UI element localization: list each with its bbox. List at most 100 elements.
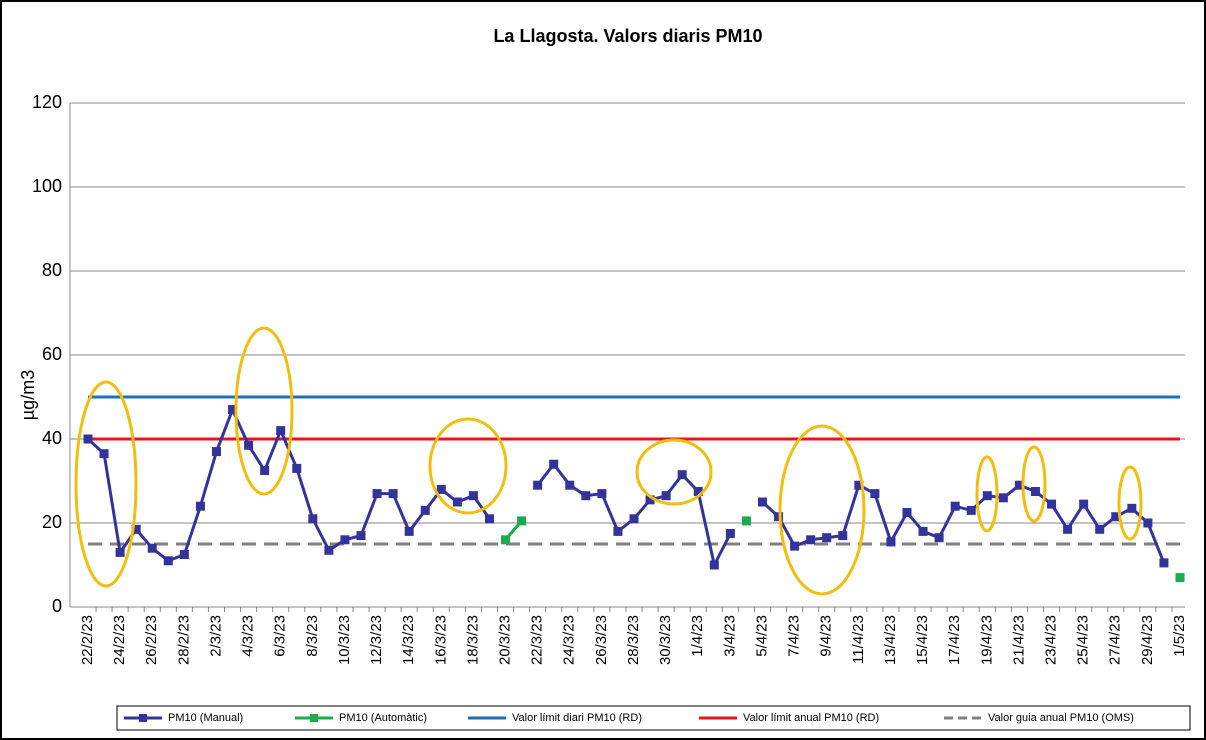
x-tick-label: 26/2/23 xyxy=(143,615,160,665)
highlight xyxy=(1117,465,1143,541)
legend-marker xyxy=(139,714,147,722)
point xyxy=(244,440,254,450)
x-tick-label: 6/3/23 xyxy=(272,615,289,657)
point xyxy=(436,484,446,494)
point xyxy=(292,463,302,473)
point xyxy=(1063,524,1073,534)
x-tick-label: 22/3/23 xyxy=(529,615,546,665)
point xyxy=(838,531,848,541)
point xyxy=(356,531,366,541)
point xyxy=(806,535,816,545)
point xyxy=(982,491,992,501)
point xyxy=(484,514,494,524)
point xyxy=(340,535,350,545)
point xyxy=(757,497,767,507)
highlight xyxy=(1021,445,1047,523)
point xyxy=(950,501,960,511)
x-tick-label: 1/4/23 xyxy=(689,615,706,657)
point xyxy=(966,505,976,515)
point xyxy=(1047,499,1057,509)
point xyxy=(854,480,864,490)
point xyxy=(131,524,141,534)
x-tick-label: 22/2/23 xyxy=(79,615,96,665)
point xyxy=(790,541,800,551)
x-tick-label: 12/3/23 xyxy=(368,615,385,665)
x-tick-label: 16/3/23 xyxy=(432,615,449,665)
x-tick-label: 2/3/23 xyxy=(207,615,224,657)
point xyxy=(677,470,687,480)
point xyxy=(115,547,125,557)
point xyxy=(468,491,478,501)
x-tick-label: 4/3/23 xyxy=(240,615,257,657)
point xyxy=(276,426,286,436)
point xyxy=(420,505,430,515)
x-tick-label: 7/4/23 xyxy=(786,615,803,657)
point xyxy=(661,491,671,501)
x-tick-label: 11/4/23 xyxy=(850,615,867,664)
point xyxy=(709,560,719,570)
x-tick-label: 28/3/23 xyxy=(625,615,642,665)
x-tick-label: 17/4/23 xyxy=(946,615,963,665)
point xyxy=(774,512,784,522)
point xyxy=(372,489,382,499)
point xyxy=(886,537,896,547)
chart-title: La Llagosta. Valors diaris PM10 xyxy=(493,26,762,46)
x-tick-label: 13/4/23 xyxy=(882,615,899,665)
highlight xyxy=(635,438,713,506)
point xyxy=(1159,558,1169,568)
point xyxy=(308,514,318,524)
x-tick-label: 26/3/23 xyxy=(593,615,610,665)
x-tick-label: 21/4/23 xyxy=(1010,615,1027,665)
y-tick-label: 80 xyxy=(42,260,62,280)
highlight xyxy=(428,417,508,515)
highlight xyxy=(975,455,999,533)
x-tick-label: 5/4/23 xyxy=(753,615,770,657)
legend-label: Valor guia anual PM10 (OMS) xyxy=(988,712,1134,724)
legend-label: Valor límit anual PM10 (RD) xyxy=(743,712,879,724)
x-tick-label: 10/3/23 xyxy=(336,615,353,665)
point xyxy=(99,449,109,459)
point xyxy=(1143,518,1153,528)
point xyxy=(179,550,189,559)
point xyxy=(693,487,703,496)
point xyxy=(1127,503,1137,513)
highlight xyxy=(74,380,138,588)
point xyxy=(211,447,221,457)
y-tick-label: 100 xyxy=(32,176,62,196)
point xyxy=(629,514,639,524)
x-tick-label: 28/2/23 xyxy=(175,615,192,665)
point xyxy=(565,480,575,490)
point xyxy=(741,516,751,526)
point xyxy=(918,526,928,536)
legend-label: PM10 (Automàtic) xyxy=(339,712,427,724)
point xyxy=(1175,573,1185,583)
point xyxy=(501,535,511,545)
point xyxy=(388,489,398,499)
highlight xyxy=(778,424,866,596)
annotations xyxy=(74,326,1143,596)
x-tick-label: 1/5/23 xyxy=(1171,615,1188,657)
x-tick-label: 14/3/23 xyxy=(400,615,417,665)
point xyxy=(83,434,93,444)
point xyxy=(1014,480,1024,490)
point xyxy=(822,533,832,543)
point xyxy=(452,497,462,507)
legend-marker xyxy=(310,714,318,722)
y-tick-label: 40 xyxy=(42,428,62,448)
point xyxy=(998,493,1008,503)
point xyxy=(597,489,607,499)
x-tick-label: 8/3/23 xyxy=(304,615,321,657)
point xyxy=(613,526,623,536)
point xyxy=(870,489,880,499)
point xyxy=(404,526,414,536)
point xyxy=(260,466,270,475)
x-tick-label: 3/4/23 xyxy=(721,615,738,657)
point xyxy=(228,405,238,415)
y-tick-label: 60 xyxy=(42,344,62,364)
point xyxy=(1030,487,1040,496)
legend-label: PM10 (Manual) xyxy=(168,712,243,724)
point xyxy=(1079,499,1089,509)
point xyxy=(163,556,173,566)
